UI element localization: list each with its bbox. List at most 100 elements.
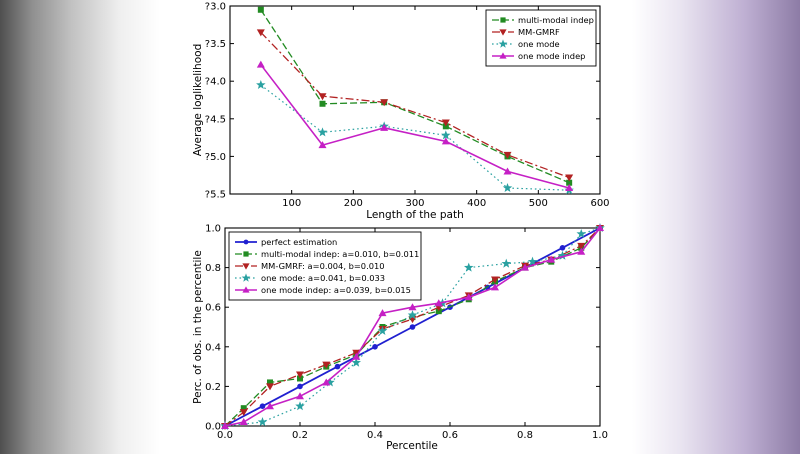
circle-marker xyxy=(559,245,566,251)
triangle-down-marker xyxy=(380,99,389,107)
x-tick-label: 0.0 xyxy=(217,430,233,441)
triangle-up-marker xyxy=(318,141,327,149)
triangle-up-marker xyxy=(221,422,229,429)
star-marker xyxy=(256,79,266,90)
triangle-up-marker xyxy=(242,286,250,293)
y-tick-label: 0.4 xyxy=(205,342,221,353)
bottom-yaxis-title: Perc. of obs. in the percentile xyxy=(192,250,204,404)
x-tick-label: 0.6 xyxy=(442,430,458,441)
legend-label: MM-GMRF: a=0.004, b=0.010 xyxy=(261,261,385,271)
circle-marker xyxy=(243,239,249,245)
triangle-up-marker xyxy=(352,352,361,360)
star-marker xyxy=(463,262,474,272)
star-marker xyxy=(527,256,538,266)
y-tick-label: ?4.5 xyxy=(205,114,226,125)
triangle-down-marker xyxy=(441,119,450,127)
square-marker xyxy=(500,17,506,23)
triangle-down-marker xyxy=(318,93,327,101)
triangle-up-marker xyxy=(380,123,389,131)
triangle-down-marker xyxy=(491,276,499,284)
x-tick-label: 600 xyxy=(590,198,609,209)
y-tick-label: ?5.0 xyxy=(205,152,226,163)
x-tick-label: 0.8 xyxy=(517,430,533,441)
legend-label: one mode: a=0.041, b=0.033 xyxy=(261,273,385,283)
legend-label: one mode indep: a=0.039, b=0.015 xyxy=(261,285,411,295)
legend-label: one mode indep xyxy=(518,51,585,61)
circle-marker xyxy=(259,403,266,410)
x-tick-label: 0.4 xyxy=(367,430,383,441)
triangle-down-marker xyxy=(577,242,586,250)
triangle-down-marker xyxy=(266,383,274,391)
y-tick-label: 0.6 xyxy=(205,303,221,314)
star-marker xyxy=(498,39,508,48)
y-tick-label: 0.8 xyxy=(205,263,221,274)
legend-label: multi-modal indep xyxy=(518,15,594,25)
triangle-down-marker xyxy=(499,29,507,36)
triangle-up-marker xyxy=(565,183,574,191)
legend-label: one mode xyxy=(518,39,560,49)
triangle-up-marker xyxy=(239,418,248,426)
star-marker xyxy=(295,401,305,411)
series-line xyxy=(260,84,570,191)
x-tick-label: 100 xyxy=(282,198,301,209)
square-marker xyxy=(240,405,247,412)
square-marker xyxy=(267,379,273,386)
triangle-down-marker xyxy=(296,371,304,379)
triangle-up-marker xyxy=(434,299,443,307)
star-marker xyxy=(502,182,513,193)
star-marker xyxy=(377,325,388,336)
series-line xyxy=(260,9,570,184)
square-marker xyxy=(257,6,264,13)
loglikelihood-chart: 100 200 300 400 500 600 ?3.0 ?3.5 ?4.0 ?4.5 ?5.0 ?5… xyxy=(205,2,610,210)
triangle-up-marker xyxy=(499,52,507,59)
series-line xyxy=(260,64,570,189)
triangle-up-marker xyxy=(547,255,556,263)
star-marker xyxy=(407,310,418,320)
triangle-up-marker xyxy=(596,224,604,231)
y-tick-label: 1.0 xyxy=(205,224,221,235)
triangle-down-marker xyxy=(565,174,574,182)
top-yaxis-title: Average loglikelihood xyxy=(192,44,204,156)
triangle-up-marker xyxy=(296,392,304,400)
legend-label: multi-modal indep: a=0.010, b=0.011 xyxy=(261,249,419,259)
triangle-up-marker xyxy=(322,378,331,386)
circle-marker xyxy=(409,324,416,330)
star-marker xyxy=(241,273,251,282)
circle-marker xyxy=(372,344,378,350)
star-marker xyxy=(257,417,268,427)
y-tick-label: ?5.5 xyxy=(205,190,226,201)
triangle-up-marker xyxy=(256,60,265,68)
triangle-up-marker xyxy=(491,283,499,291)
triangle-up-marker xyxy=(464,293,473,301)
triangle-up-marker xyxy=(577,247,586,255)
x-tick-label: 1.0 xyxy=(592,430,608,441)
triangle-down-marker xyxy=(239,409,248,417)
triangle-up-marker xyxy=(266,402,274,410)
circle-marker xyxy=(297,383,303,390)
square-marker xyxy=(243,251,249,257)
triangle-down-marker xyxy=(256,29,265,37)
triangle-up-marker xyxy=(521,263,529,271)
bottom-xaxis-title: Percentile xyxy=(386,440,438,450)
x-tick-label: 400 xyxy=(467,198,486,209)
star-marker xyxy=(557,250,568,260)
star-marker xyxy=(317,127,328,137)
triangle-down-marker xyxy=(242,263,250,270)
triangle-up-marker xyxy=(503,167,512,175)
x-tick-label: 300 xyxy=(405,198,424,209)
star-marker xyxy=(441,130,451,140)
star-marker xyxy=(576,228,587,238)
circle-marker xyxy=(334,363,341,370)
square-marker xyxy=(319,100,326,107)
series-line xyxy=(260,31,570,179)
triangle-down-marker xyxy=(503,151,512,159)
x-tick-label: 0.2 xyxy=(292,430,308,441)
top-xaxis-title: Length of the path xyxy=(366,209,463,221)
x-tick-label: 500 xyxy=(529,198,548,209)
star-marker xyxy=(351,357,362,367)
legend-label: MM-GMRF xyxy=(518,27,560,37)
circle-marker xyxy=(484,284,491,291)
triangle-down-marker xyxy=(322,361,331,369)
